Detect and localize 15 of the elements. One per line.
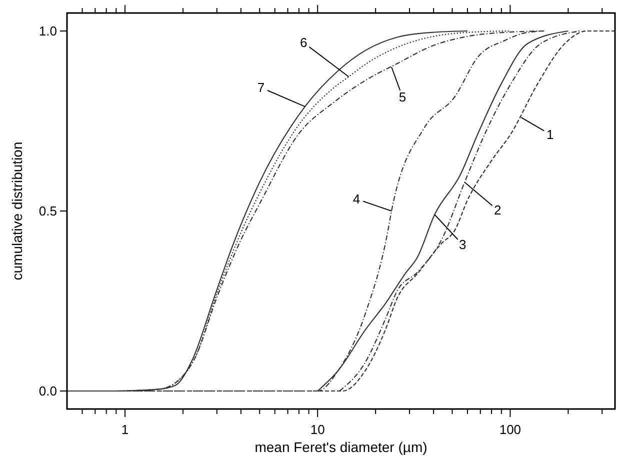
x-tick-label: 100: [499, 422, 522, 437]
x-tick-label: 10: [310, 422, 325, 437]
y-tick-label: 1.0: [38, 24, 57, 38]
annotation: 7: [257, 80, 265, 96]
annotation: 2: [494, 202, 502, 218]
x-axis-title: mean Feret's diameter (µm): [254, 439, 428, 455]
x-tick-label: 1: [121, 422, 129, 437]
annotation: 3: [458, 237, 466, 252]
annotation: 6: [300, 35, 308, 50]
annotation: 5: [398, 90, 406, 104]
y-tick-label: 0.5: [38, 204, 57, 218]
annotation: 4: [352, 192, 360, 206]
annotation: 1: [546, 126, 554, 142]
y-axis-title: cumulative distribution: [9, 142, 25, 280]
y-tick-label: 0.0: [38, 384, 57, 398]
